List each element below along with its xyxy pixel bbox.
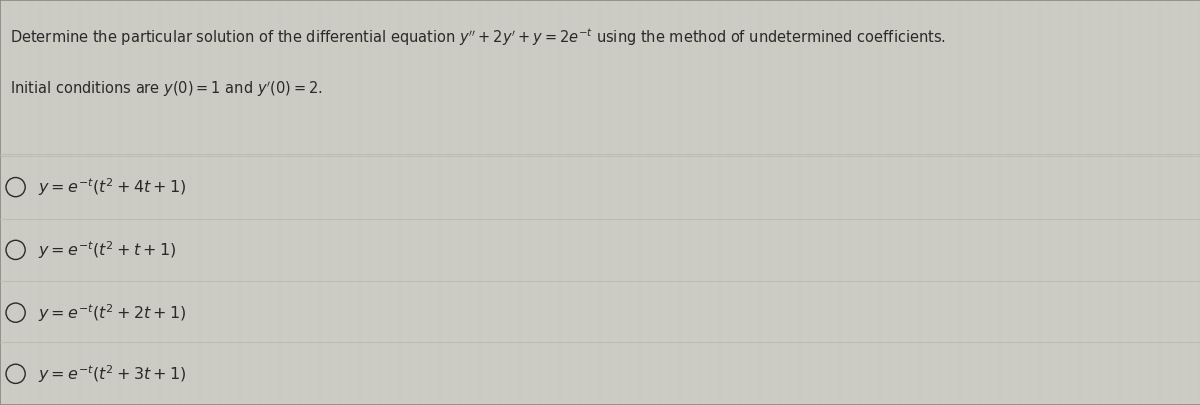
Text: $y = e^{-t}(t^2 + t + 1)$: $y = e^{-t}(t^2 + t + 1)$: [38, 239, 176, 261]
Text: $y = e^{-t}(t^2 + 2t + 1)$: $y = e^{-t}(t^2 + 2t + 1)$: [38, 302, 187, 324]
Text: $y = e^{-t}(t^2 + 4t + 1)$: $y = e^{-t}(t^2 + 4t + 1)$: [38, 176, 187, 198]
Text: $y = e^{-t}(t^2 + 3t + 1)$: $y = e^{-t}(t^2 + 3t + 1)$: [38, 363, 187, 385]
Text: Determine the particular solution of the differential equation $y'' + 2y' + y = : Determine the particular solution of the…: [10, 26, 946, 48]
Text: Initial conditions are $y(0) = 1$ and $y'(0) = 2$.: Initial conditions are $y(0) = 1$ and $y…: [10, 79, 323, 98]
